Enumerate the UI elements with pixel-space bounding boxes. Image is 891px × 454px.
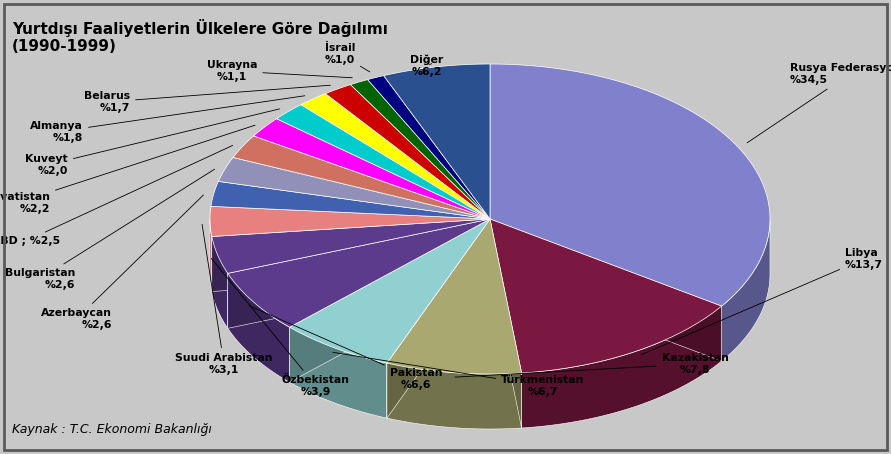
Text: Suudi Arabistan
%3,1: Suudi Arabistan %3,1: [176, 224, 273, 375]
Polygon shape: [387, 363, 521, 429]
Polygon shape: [228, 219, 490, 328]
Polygon shape: [490, 219, 722, 373]
Polygon shape: [254, 118, 490, 219]
Text: Kuveyt
%2,0: Kuveyt %2,0: [25, 109, 280, 176]
Polygon shape: [211, 182, 490, 219]
Polygon shape: [722, 220, 770, 361]
Text: Almanya
%1,8: Almanya %1,8: [30, 96, 305, 143]
Text: Türkmenistan
%6,7: Türkmenistan %6,7: [333, 352, 584, 397]
Polygon shape: [521, 306, 722, 428]
Polygon shape: [210, 219, 212, 291]
Polygon shape: [228, 273, 290, 382]
Polygon shape: [490, 219, 722, 361]
Polygon shape: [212, 219, 490, 291]
Polygon shape: [490, 64, 770, 306]
Polygon shape: [290, 219, 490, 363]
Polygon shape: [212, 237, 228, 328]
Polygon shape: [210, 207, 490, 237]
Polygon shape: [228, 219, 490, 327]
Text: Belarus
%1,7: Belarus %1,7: [84, 85, 331, 113]
Polygon shape: [387, 219, 490, 418]
Polygon shape: [387, 219, 521, 374]
Text: Libya
%13,7: Libya %13,7: [642, 248, 883, 355]
Text: Kazakistan
%7,8: Kazakistan %7,8: [454, 353, 729, 377]
Polygon shape: [384, 64, 490, 219]
Text: (1990-1999): (1990-1999): [12, 39, 117, 54]
Polygon shape: [290, 219, 490, 382]
Polygon shape: [490, 219, 521, 428]
Polygon shape: [387, 219, 490, 418]
Polygon shape: [490, 219, 722, 361]
Text: Kaynak : T.C. Ekonomi Bakanlığı: Kaynak : T.C. Ekonomi Bakanlığı: [12, 423, 212, 436]
Polygon shape: [212, 219, 490, 273]
Polygon shape: [368, 76, 490, 219]
Text: Bulgaristan
%2,6: Bulgaristan %2,6: [4, 169, 215, 290]
Text: Diğer
%6,2: Diğer %6,2: [411, 55, 444, 77]
Text: Hırvatistan
%2,2: Hırvatistan %2,2: [0, 125, 255, 214]
Text: Pakistan
%6,6: Pakistan %6,6: [249, 306, 442, 390]
Polygon shape: [228, 219, 490, 328]
Text: İsrail
%1,0: İsrail %1,0: [325, 43, 370, 72]
Polygon shape: [290, 327, 387, 418]
Polygon shape: [301, 94, 490, 219]
Polygon shape: [350, 79, 490, 219]
Polygon shape: [233, 136, 490, 219]
Polygon shape: [218, 158, 490, 219]
Text: ABD ; %2,5: ABD ; %2,5: [0, 145, 233, 246]
Text: Yurtdışı Faaliyetlerin Ülkelere Göre Dağılımı: Yurtdışı Faaliyetlerin Ülkelere Göre Dağ…: [12, 19, 388, 37]
Polygon shape: [212, 219, 490, 291]
Polygon shape: [290, 219, 490, 382]
Polygon shape: [490, 219, 521, 428]
Text: Azerbaycan
%2,6: Azerbaycan %2,6: [41, 195, 203, 330]
Text: Ukrayna
%1,1: Ukrayna %1,1: [207, 60, 352, 82]
Polygon shape: [276, 105, 490, 219]
Text: Rusya Federasyonu
%34,5: Rusya Federasyonu %34,5: [748, 63, 891, 143]
Text: Özbekistan
%3,9: Özbekistan %3,9: [211, 258, 350, 397]
Polygon shape: [325, 84, 490, 219]
